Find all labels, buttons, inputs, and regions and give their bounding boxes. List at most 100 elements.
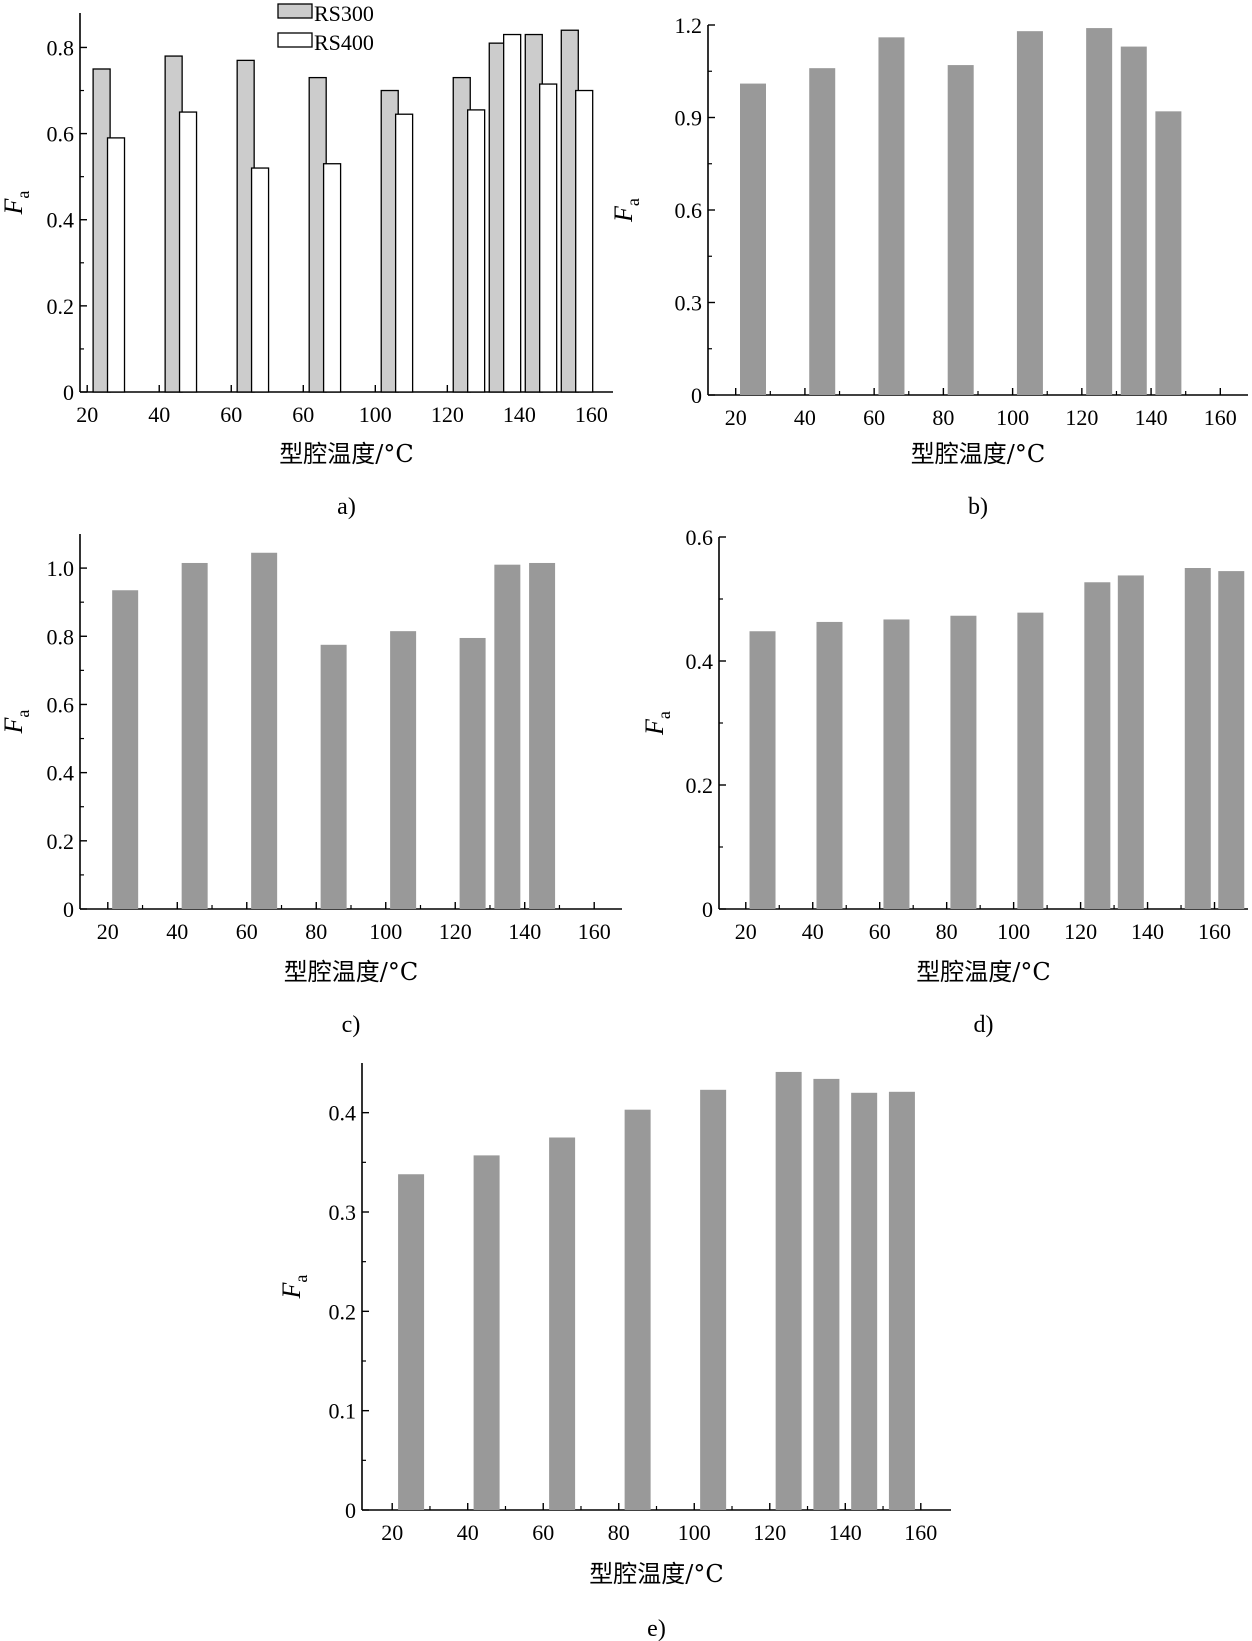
chart-d-x-tick-label: 80 [936, 919, 958, 944]
chart-c-x-tick-label: 160 [578, 919, 611, 944]
chart-e-x-tick-label: 140 [829, 1520, 862, 1545]
chart-d-bar [816, 621, 843, 909]
chart-e-y-axis-label-main: F [277, 1281, 306, 1299]
chart-c-x-tick-label: 40 [166, 919, 188, 944]
chart-a-legend-swatch [277, 32, 313, 48]
chart-b-bar [878, 37, 905, 395]
chart-b-x-tick-label: 60 [863, 405, 885, 430]
chart-a-y-axis-label-main: F [0, 197, 28, 215]
chart-c-x-tick-label: 60 [236, 919, 258, 944]
chart-e-x-axis-label: 型腔温度/°C [589, 1560, 723, 1588]
chart-e-x-tick-label: 60 [532, 1520, 554, 1545]
chart-a-y-tick-label: 0.8 [47, 35, 75, 60]
chart-b-bar [1155, 111, 1182, 395]
chart-e-bar [775, 1071, 802, 1510]
chart-a: 0 0.2 0.4 0.6 0.8 20 40 60 60 100 120 140 160 型腔温度/°C… [0, 1, 613, 520]
chart-a-legend-label: RS400 [314, 30, 374, 55]
chart-e-bar [398, 1174, 425, 1510]
chart-d-bar [1017, 612, 1044, 909]
chart-e-panel-label: e) [647, 1616, 666, 1641]
chart-d-bar [749, 631, 776, 909]
chart-b-y-axis-label-sub: a [623, 198, 643, 206]
chart-e-x-tick-label: 120 [753, 1520, 786, 1545]
chart-b-bar [1016, 31, 1043, 396]
chart-a-legend: RS300 RS400 [277, 1, 374, 55]
chart-a-bar-rs400 [250, 167, 270, 393]
chart-d-y-tick-label: 0.4 [686, 649, 714, 674]
chart-c-bar [112, 590, 139, 909]
chart-b-x-tick-label: 160 [1204, 405, 1237, 430]
chart-e-y-tick-label: 0.3 [329, 1200, 357, 1225]
chart-b-x-axis-label: 型腔温度/°C [911, 440, 1045, 468]
chart-e-x-tick-label: 80 [608, 1520, 630, 1545]
chart-a-bar-rs400 [539, 83, 558, 393]
chart-a-x-tick-label: 60 [292, 402, 314, 427]
chart-b-panel-label: b) [968, 494, 988, 520]
chart-e-y-axis-label-sub: a [291, 1275, 311, 1283]
chart-b-x-tick-label: 80 [932, 405, 954, 430]
chart-e-x-tick-label: 100 [678, 1520, 711, 1545]
chart-a-y-tick-label: 0 [63, 380, 74, 405]
chart-c-x-tick-label: 140 [508, 919, 541, 944]
chart-c-x-tick-label: 20 [97, 919, 119, 944]
chart-e-y-tick-label: 0.4 [329, 1101, 357, 1126]
chart-a-panel-label: a) [337, 494, 356, 520]
chart-e-x-tick-label: 20 [381, 1520, 403, 1545]
chart-c-x-tick-label: 120 [439, 919, 472, 944]
chart-d-y-axis-label: Fa [640, 711, 674, 736]
chart-d-x-tick-label: 100 [997, 919, 1030, 944]
chart-b-y-tick-label: 0.3 [675, 291, 703, 316]
chart-d-x-tick-label: 20 [735, 919, 757, 944]
chart-a-x-tick-label: 140 [503, 402, 536, 427]
chart-a-x-tick-label: 20 [76, 402, 98, 427]
chart-e-y-axis-label: Fa [277, 1275, 311, 1300]
chart-a-x-axis-label: 型腔温度/°C [279, 440, 413, 468]
chart-d-x-tick-label: 160 [1198, 919, 1231, 944]
chart-c-x-tick-label: 100 [369, 919, 402, 944]
chart-b-x-tick-label: 120 [1065, 405, 1098, 430]
chart-a-y-tick-label: 0.6 [47, 122, 75, 147]
chart-d-x-tick-label: 120 [1064, 919, 1097, 944]
chart-b-y-tick-label: 0.9 [675, 106, 703, 131]
chart-d-x-axis-label: 型腔温度/°C [916, 958, 1050, 986]
chart-c-y-axis-label-sub: a [13, 710, 33, 718]
chart-a-bar-rs400 [503, 33, 522, 393]
chart-d-y-axis-label-main: F [640, 718, 669, 736]
chart-e-bar [624, 1109, 651, 1510]
chart-a-y-tick-label: 0.2 [47, 294, 75, 319]
chart-d-y-tick-label: 0.2 [686, 773, 714, 798]
chart-d-bar [1218, 571, 1245, 909]
chart-d-panel-label: d) [974, 1012, 994, 1038]
chart-c-bar [181, 562, 208, 909]
chart-e-bar [549, 1137, 576, 1510]
chart-a-bar-rs400 [466, 109, 486, 393]
chart-e: 0 0.1 0.2 0.3 0.4 20 40 60 80 100 120 140 160 型腔温度/°C… [277, 1063, 951, 1641]
chart-a-x-tick-label: 40 [148, 402, 170, 427]
chart-a-legend-label: RS300 [314, 1, 374, 26]
chart-b: 0 0.3 0.6 0.9 1.2 20 40 60 80 100 120 140 160 型腔温度/°C… [609, 13, 1248, 520]
chart-a-bar-rs400 [322, 163, 342, 393]
chart-b-y-axis-label: Fa [609, 198, 643, 223]
chart-c-y-axis-label: Fa [0, 710, 33, 735]
chart-e-y-tick-label: 0 [345, 1498, 356, 1523]
chart-d-bar [1184, 568, 1211, 909]
chart-b-x-tick-label: 20 [725, 405, 747, 430]
chart-b-x-tick-label: 140 [1135, 405, 1168, 430]
chart-b-y-tick-label: 1.2 [675, 13, 703, 38]
chart-d-y-axis-label-sub: a [654, 711, 674, 719]
chart-a-x-tick-label: 160 [575, 402, 608, 427]
chart-d: 0 0.2 0.4 0.6 20 40 60 80 100 120 140 160 型腔温度/°C Fa d… [640, 525, 1248, 1038]
chart-a-y-axis-label-sub: a [13, 191, 33, 199]
chart-e-y-tick-label: 0.2 [329, 1299, 357, 1324]
chart-b-bar [809, 68, 836, 396]
chart-b-x-tick-label: 100 [996, 405, 1029, 430]
chart-c-bar [459, 637, 486, 909]
chart-b-x-tick-label: 40 [794, 405, 816, 430]
chart-c-x-tick-label: 80 [305, 919, 327, 944]
chart-d-bar [1084, 582, 1111, 909]
chart-c-y-tick-label: 0.8 [47, 624, 75, 649]
chart-c-bar [494, 564, 521, 909]
chart-e-x-tick-label: 160 [904, 1520, 937, 1545]
chart-a-bar-rs400 [178, 111, 198, 393]
chart-b-bar [947, 65, 974, 395]
